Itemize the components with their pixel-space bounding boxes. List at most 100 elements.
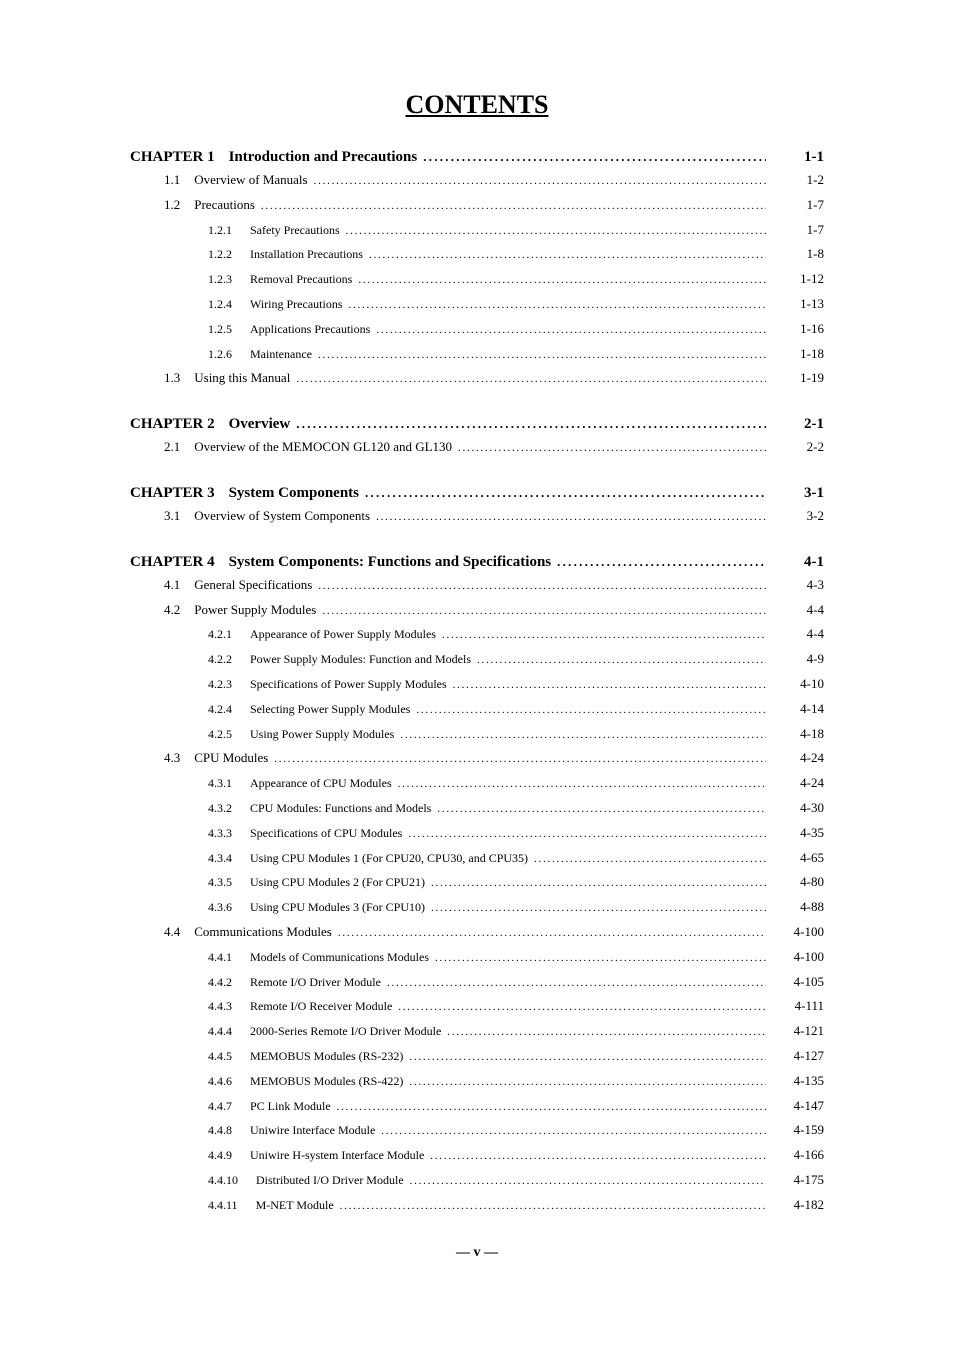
page: CONTENTS CHAPTER 1Introduction and Preca…: [0, 0, 954, 1261]
chapter-title: Overview: [229, 416, 291, 433]
leader-dots: [447, 1019, 766, 1044]
subsection-title: Using Power Supply Modules: [250, 725, 394, 744]
subsection-title: Safety Precautions: [250, 221, 340, 240]
section-title: Power Supply Modules: [194, 600, 316, 620]
subsection-title: MEMOBUS Modules (RS-232): [250, 1047, 403, 1066]
subsection-page: 4-100: [772, 947, 824, 967]
toc-row: 4.3.2 CPU Modules: Functions and Models 4-…: [130, 796, 824, 821]
toc-row: 4.3.4Using CPU Modules 1 (For CPU20, CPU…: [130, 846, 824, 871]
chapter-label: CHAPTER 3: [130, 485, 215, 502]
toc-row: 4.2Power Supply Modules4-4: [130, 598, 824, 623]
chapter-title: System Components: Functions and Specifi…: [229, 554, 552, 571]
subsection-number: 4.3.1: [208, 774, 232, 793]
leader-dots: [337, 1094, 766, 1119]
section-title: Communications Modules: [194, 922, 332, 942]
section-number: 1.1: [164, 170, 180, 190]
section-title: CPU Modules: [194, 748, 268, 768]
subsection-title: Models of Communications Modules: [250, 948, 429, 967]
subsection-page: 4-175: [772, 1170, 824, 1190]
toc-row: 3.1Overview of System Components3-2: [130, 504, 824, 529]
subsection-page: 4-182: [772, 1195, 824, 1215]
subsection-number: 4.3.2: [208, 799, 232, 818]
subsection-number: 1.2.6: [208, 345, 232, 364]
table-of-contents: CHAPTER 1Introduction and Precautions1-1…: [130, 148, 824, 1217]
subsection-title: Specifications of CPU Modules: [250, 824, 402, 843]
page-footer: — v —: [130, 1245, 824, 1261]
subsection-number: 4.4.8: [208, 1121, 232, 1140]
leader-dots: [416, 697, 766, 722]
subsection-page: 4-88: [772, 897, 824, 917]
subsection-number: 4.4.9: [208, 1146, 232, 1165]
subsection-title: PC Link Module: [250, 1097, 331, 1116]
subsection-number: 4.2.4: [208, 700, 232, 719]
toc-row: 1.1Overview of Manuals1-2: [130, 168, 824, 193]
toc-row: 1.2.6Maintenance1-18: [130, 342, 824, 367]
subsection-title: Specifications of Power Supply Modules: [250, 675, 447, 694]
subsection-number: 4.2.1: [208, 625, 232, 644]
subsection-page: 4-80: [772, 872, 824, 892]
subsection-number: 4.3.6: [208, 898, 232, 917]
subsection-number: 1.2.1: [208, 221, 232, 240]
section-page: 4-24: [772, 748, 824, 768]
toc-row: 4.4.7 PC Link Module 4-147: [130, 1094, 824, 1119]
subsection-number: 4.4.4: [208, 1022, 232, 1041]
subsection-number: 4.2.2: [208, 650, 232, 669]
chapter-label: CHAPTER 1: [130, 149, 215, 166]
section-page: 1-7: [772, 195, 824, 215]
subsection-title: Remote I/O Driver Module: [250, 973, 381, 992]
leader-dots: [398, 994, 766, 1019]
leader-dots: [387, 970, 766, 995]
subsection-page: 4-18: [772, 724, 824, 744]
subsection-number: 4.4.11: [208, 1196, 238, 1215]
toc-row: 4.2.2Power Supply Modules: Function and …: [130, 647, 824, 672]
leader-dots: [458, 435, 766, 460]
subsection-number: 4.4.2: [208, 973, 232, 992]
section-page: 4-3: [772, 575, 824, 595]
subsection-title: Using CPU Modules 3 (For CPU10): [250, 898, 425, 917]
toc-row: 4.3CPU Modules4-24: [130, 746, 824, 771]
chapter-page: 2-1: [772, 416, 824, 433]
toc-row: 2.1Overview of the MEMOCON GL120 and GL1…: [130, 435, 824, 460]
subsection-title: 2000-Series Remote I/O Driver Module: [250, 1022, 441, 1041]
leader-dots: [435, 945, 766, 970]
subsection-title: Appearance of Power Supply Modules: [250, 625, 436, 644]
toc-row: 4.2.4Selecting Power Supply Modules4-14: [130, 697, 824, 722]
subsection-title: Uniwire H-system Interface Module: [250, 1146, 424, 1165]
subsection-number: 4.4.7: [208, 1097, 232, 1116]
leader-dots: [369, 242, 766, 267]
subsection-number: 4.4.3: [208, 997, 232, 1016]
leader-dots: [557, 553, 766, 571]
subsection-page: 4-14: [772, 699, 824, 719]
toc-row: 4.3.6 Using CPU Modules 3 (For CPU10) 4-88: [130, 895, 824, 920]
leader-dots: [346, 218, 766, 243]
leader-dots: [296, 415, 766, 433]
subsection-number: 1.2.5: [208, 320, 232, 339]
chapter-title: System Components: [229, 485, 359, 502]
subsection-page: 4-147: [772, 1096, 824, 1116]
subsection-number: 4.4.10: [208, 1171, 238, 1190]
subsection-title: CPU Modules: Functions and Models: [250, 799, 431, 818]
toc-row: 4.4.11M-NET Module4-182: [130, 1193, 824, 1218]
chapter-page: 3-1: [772, 485, 824, 502]
toc-row: 1.3Using this Manual1-19: [130, 366, 824, 391]
leader-dots: [442, 622, 766, 647]
leader-dots: [314, 168, 766, 193]
chapter-label: CHAPTER 4: [130, 554, 215, 571]
subsection-title: Wiring Precautions: [250, 295, 343, 314]
subsection-page: 4-127: [772, 1046, 824, 1066]
toc-row: 4.4.3Remote I/O Receiver Module4-111: [130, 994, 824, 1019]
toc-row: 4.4.5 MEMOBUS Modules (RS-232) 4-127: [130, 1044, 824, 1069]
subsection-page: 1-12: [772, 269, 824, 289]
toc-row: 1.2.3Removal Precautions1-12: [130, 267, 824, 292]
toc-row: 4.4.8Uniwire Interface Module4-159: [130, 1118, 824, 1143]
leader-dots: [431, 895, 766, 920]
subsection-number: 4.4.5: [208, 1047, 232, 1066]
toc-row: 4.4.9Uniwire H-system Interface Module4-…: [130, 1143, 824, 1168]
subsection-title: Distributed I/O Driver Module: [256, 1171, 404, 1190]
subsection-page: 4-30: [772, 798, 824, 818]
toc-row: 1.2Precautions1-7: [130, 193, 824, 218]
leader-dots: [349, 292, 767, 317]
subsection-number: 4.4.6: [208, 1072, 232, 1091]
section-page: 1-2: [772, 170, 824, 190]
toc-row: CHAPTER 3 System Components 3-1: [130, 484, 824, 502]
